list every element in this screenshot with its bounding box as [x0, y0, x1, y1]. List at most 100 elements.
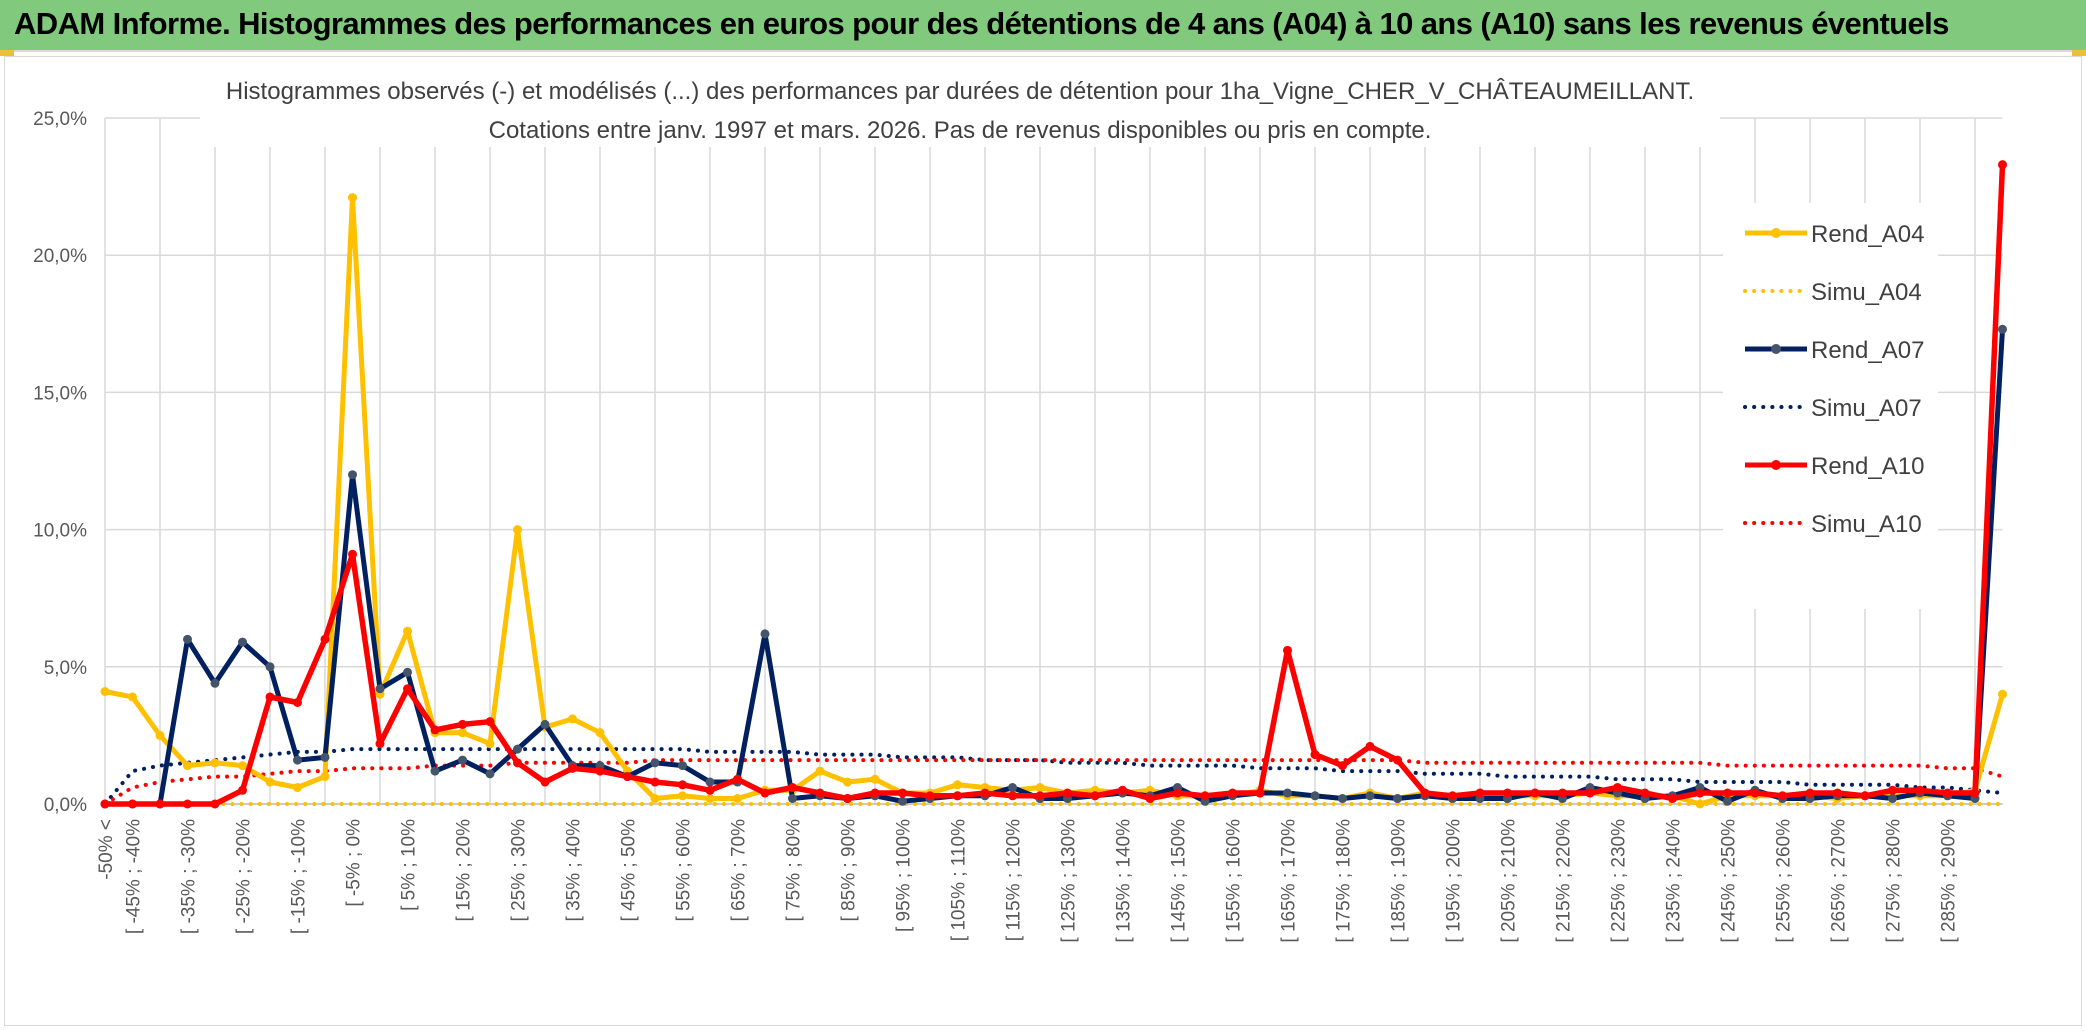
x-tick-label: [ 55% ; 60% — [674, 819, 695, 922]
x-tick-label: [ 165% ; 170% — [1279, 819, 1300, 943]
point-rend_a10 — [1035, 791, 1045, 801]
point-rend_a10 — [1310, 750, 1320, 760]
point-rend_a04 — [705, 794, 715, 804]
x-tick-label: [ 115% ; 120% — [1004, 819, 1025, 941]
series-layer — [100, 160, 2007, 809]
point-rend_a04 — [568, 714, 577, 724]
point-rend_a07 — [1888, 794, 1897, 804]
point-rend_a10 — [238, 785, 247, 795]
point-rend_a04 — [843, 777, 852, 787]
line-chart: 0,0% 5,0% 10,0% 15,0% 20,0% 25,0% -50% < [ -45… — [33, 71, 2007, 943]
x-tick-label: [ -15% ; -10% — [289, 819, 310, 934]
legend-label: Rend_A07 — [1811, 337, 1924, 364]
point-rend_a04 — [733, 794, 742, 804]
x-tick-label: [ 135% ; 140% — [1114, 819, 1135, 943]
point-rend_a10 — [1805, 788, 1815, 798]
chart-title-line-2: Cotations entre janv. 1997 et mars. 2026… — [489, 117, 1432, 144]
x-tick-label: [ 215% ; 220% — [1554, 819, 1575, 943]
point-rend_a10 — [485, 717, 495, 727]
x-tick-label: [ 195% ; 200% — [1444, 819, 1465, 943]
y-axis-ticks: 0,0% 5,0% 10,0% 15,0% 20,0% 25,0% — [33, 109, 87, 816]
point-rend_a10 — [1915, 785, 1925, 795]
x-tick-label: [ 5% ; 10% — [399, 819, 420, 911]
point-rend_a04 — [210, 758, 220, 768]
point-rend_a10 — [1585, 788, 1595, 798]
point-rend_a04 — [485, 739, 495, 749]
point-rend_a10 — [320, 634, 330, 644]
point-rend_a07 — [238, 637, 247, 647]
y-tick-label: 10,0% — [33, 521, 87, 542]
x-tick-label: [ 125% ; 130% — [1059, 819, 1080, 943]
point-rend_a10 — [595, 766, 605, 776]
legend-label: Simu_A04 — [1811, 279, 1922, 306]
point-rend_a10 — [513, 758, 522, 768]
point-rend_a10 — [1228, 788, 1237, 798]
point-rend_a10 — [925, 791, 935, 801]
point-rend_a10 — [953, 791, 962, 801]
point-rend_a10 — [128, 799, 137, 809]
point-rend_a10 — [788, 783, 797, 793]
point-rend_a04 — [238, 761, 247, 771]
point-rend_a10 — [843, 794, 852, 804]
point-rend_a04 — [293, 783, 302, 793]
point-rend_a07 — [513, 744, 522, 754]
point-rend_a07 — [540, 719, 550, 729]
point-rend_a07 — [458, 755, 467, 765]
series-line-simu_a10 — [103, 758, 2005, 806]
point-rend_a07 — [375, 684, 385, 694]
point-rend_a07 — [678, 761, 687, 771]
point-rend_a07 — [183, 634, 192, 644]
point-rend_a10 — [898, 788, 907, 798]
page-title: ADAM Informe. Histogrammes des performan… — [14, 6, 1949, 41]
legend-label: Rend_A10 — [1811, 453, 1924, 480]
point-rend_a07 — [1338, 794, 1347, 804]
point-rend_a07 — [1393, 794, 1402, 804]
point-rend_a10 — [1860, 791, 1870, 801]
point-rend_a07 — [1008, 783, 1017, 793]
point-rend_a07 — [265, 662, 275, 672]
legend-label: Simu_A10 — [1811, 511, 1922, 538]
point-rend_a10 — [1668, 794, 1677, 804]
y-tick-label: 20,0% — [33, 246, 87, 267]
legend-marker — [1771, 460, 1781, 470]
point-rend_a10 — [100, 799, 110, 809]
point-rend_a10 — [458, 719, 467, 729]
point-rend_a04 — [1035, 783, 1045, 793]
y-tick-label: 0,0% — [44, 795, 87, 816]
x-tick-label: [ 35% ; 40% — [564, 819, 585, 922]
point-rend_a10 — [1090, 791, 1100, 801]
x-tick-label: [ 255% ; 260% — [1774, 819, 1795, 943]
point-rend_a10 — [1173, 788, 1182, 798]
x-tick-label: [ -45% ; -40% — [124, 819, 145, 934]
point-rend_a04 — [100, 686, 110, 696]
point-rend_a10 — [375, 739, 385, 749]
point-rend_a10 — [1200, 791, 1210, 801]
x-tick-label: [ -25% ; -20% — [234, 819, 255, 934]
x-tick-label: [ 45% ; 50% — [619, 819, 640, 922]
point-rend_a10 — [1750, 788, 1760, 798]
point-rend_a07 — [1310, 791, 1320, 801]
point-rend_a10 — [705, 785, 715, 795]
point-rend_a10 — [650, 777, 660, 787]
x-tick-label: [ 15% ; 20% — [454, 819, 475, 922]
point-rend_a07 — [210, 678, 220, 688]
point-rend_a07 — [650, 758, 660, 768]
chart-title-line-1: Histogrammes observés (-) et modélisés (… — [226, 78, 1694, 105]
point-rend_a04 — [678, 791, 687, 801]
y-tick-label: 5,0% — [44, 658, 87, 679]
legend-marker — [1771, 344, 1781, 354]
point-rend_a10 — [733, 774, 742, 784]
point-rend_a07 — [320, 752, 330, 762]
point-rend_a04 — [870, 774, 880, 784]
chart-area: 0,0% 5,0% 10,0% 15,0% 20,0% 25,0% -50% < [ -45… — [4, 56, 2082, 1026]
series-line-rend_a04 — [104, 195, 2005, 807]
x-tick-label: [ 185% ; 190% — [1389, 819, 1410, 943]
point-rend_a10 — [980, 788, 990, 798]
x-tick-label: [ 85% ; 90% — [839, 819, 860, 922]
point-rend_a10 — [1558, 788, 1567, 798]
gridlines — [104, 117, 2003, 805]
point-rend_a10 — [815, 788, 825, 798]
point-rend_a10 — [1695, 788, 1705, 798]
point-rend_a07 — [1998, 324, 2007, 334]
point-rend_a10 — [1008, 791, 1017, 801]
